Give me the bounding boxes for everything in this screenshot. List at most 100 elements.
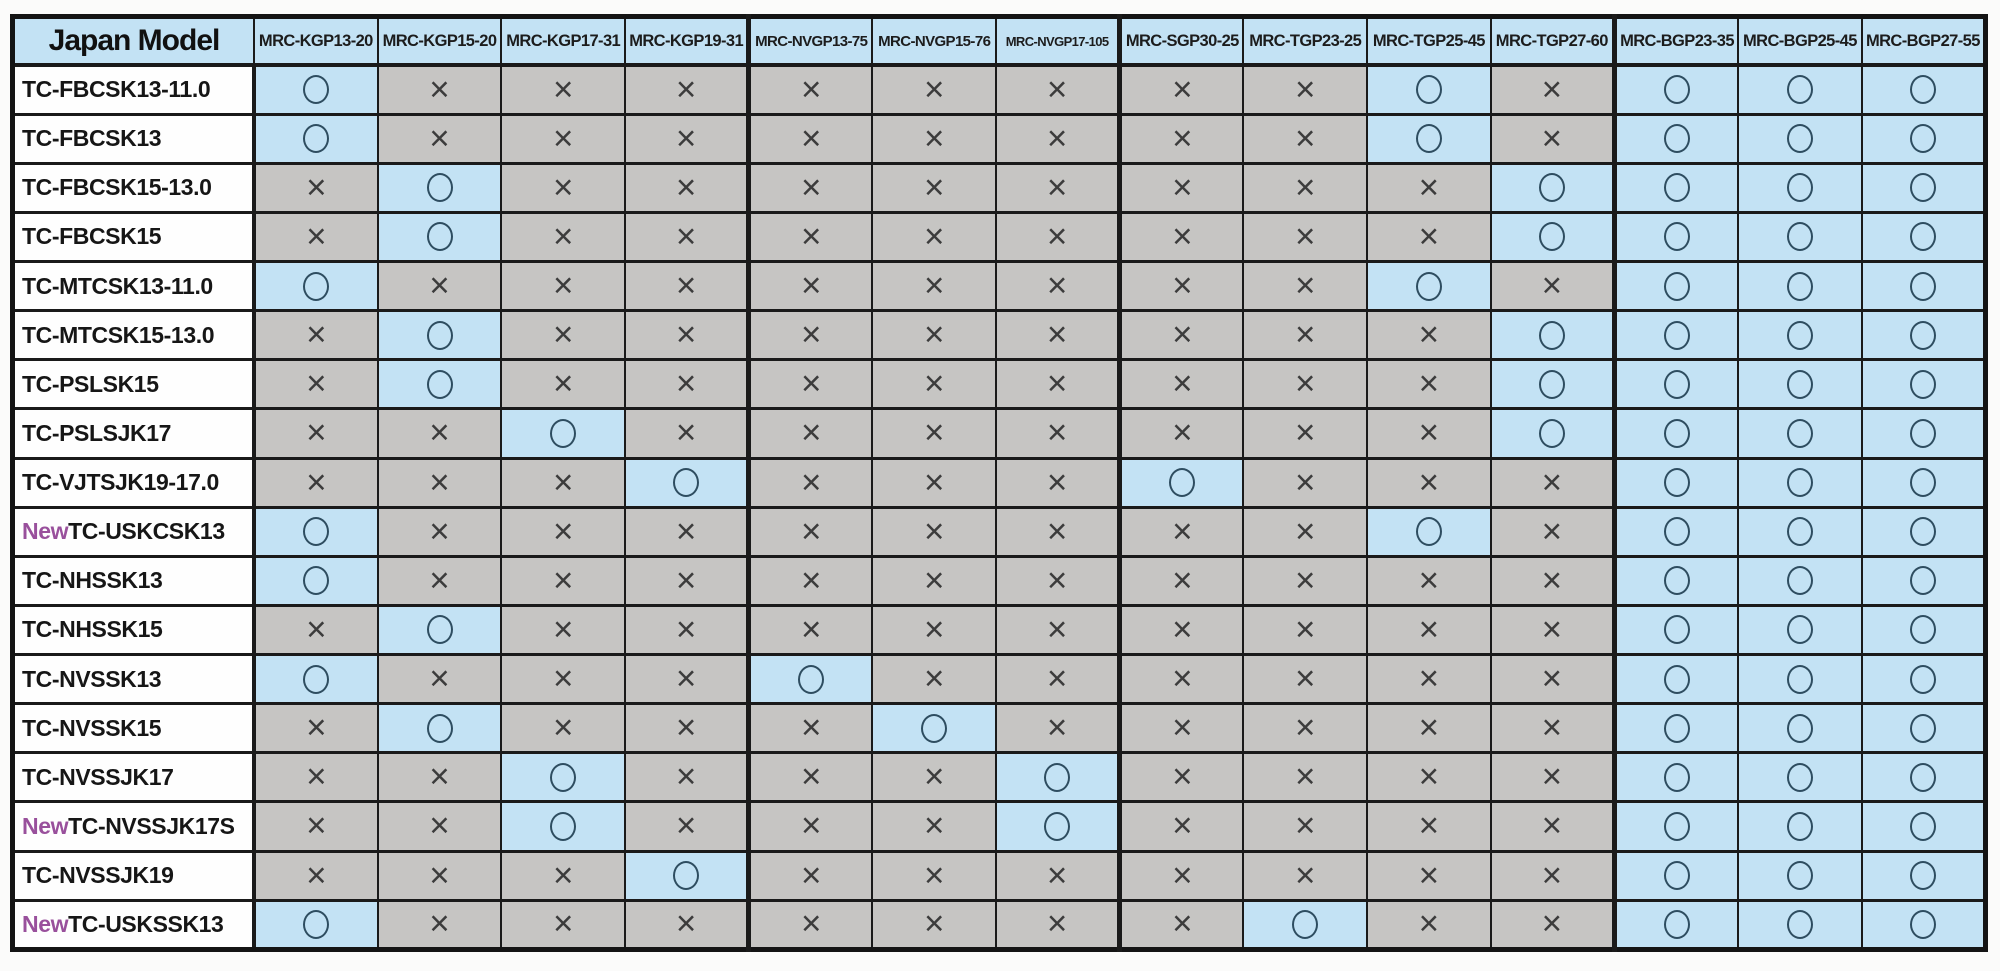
model-label-cell: NewTC-USKSSK13	[11, 898, 256, 952]
incompatible-cross-icon: ×	[1541, 462, 1563, 502]
incompatible-cell: ×	[1366, 800, 1492, 853]
incompatible-cell: ×	[500, 210, 627, 264]
incompatible-cross-icon: ×	[675, 69, 697, 109]
model-label-cell: TC-NVSSK15	[11, 702, 256, 755]
compatible-cell	[1860, 751, 1987, 804]
compatible-cell	[1860, 161, 1987, 214]
incompatible-cross-icon: ×	[1046, 69, 1068, 109]
incompatible-cell: ×	[500, 112, 627, 165]
incompatible-cell: ×	[1489, 63, 1616, 116]
compatibility-table: Japan Model MRC-KGP13-20 MRC-KGP15-20 MRC-…	[10, 14, 1988, 952]
compatible-cell	[253, 652, 379, 706]
incompatible-cell: ×	[995, 849, 1121, 902]
compatible-cell	[1737, 63, 1863, 116]
incompatible-cross-icon: ×	[923, 806, 945, 846]
compatible-circle-icon	[1786, 124, 1813, 154]
compatible-cell	[1611, 456, 1740, 509]
compatible-cell	[1737, 898, 1863, 952]
incompatible-cell: ×	[624, 161, 750, 214]
incompatible-cross-icon: ×	[552, 659, 574, 699]
compatible-cell	[253, 898, 379, 952]
compatible-circle-icon	[1415, 517, 1442, 547]
compatible-cell	[1737, 751, 1863, 804]
column-header-mrc-kgp17-31: MRC-KGP17-31	[500, 15, 627, 67]
compatible-circle-icon	[673, 468, 700, 498]
incompatible-cross-icon: ×	[801, 118, 822, 158]
incompatible-cross-icon: ×	[429, 757, 450, 797]
compatible-circle-icon	[1663, 124, 1690, 154]
table-row: TC-FBCSK13-11.0 × × × × × × × × ×	[11, 63, 1987, 116]
incompatible-cell: ×	[746, 112, 874, 165]
new-badge: New	[22, 812, 69, 839]
incompatible-cell: ×	[746, 702, 874, 755]
incompatible-cross-icon: ×	[675, 511, 697, 551]
incompatible-cell: ×	[1242, 63, 1369, 116]
incompatible-cell: ×	[871, 358, 998, 411]
incompatible-cell: ×	[1117, 505, 1245, 558]
incompatible-cross-icon: ×	[1172, 315, 1193, 355]
incompatible-cell: ×	[1242, 652, 1369, 706]
incompatible-cell: ×	[376, 505, 503, 558]
incompatible-cross-icon: ×	[801, 216, 822, 256]
incompatible-cell: ×	[1242, 358, 1369, 411]
compatible-circle-icon	[1909, 75, 1936, 105]
compatible-circle-icon	[550, 811, 577, 841]
compatible-circle-icon	[303, 271, 330, 301]
incompatible-cross-icon: ×	[1418, 904, 1440, 944]
incompatible-cell: ×	[624, 800, 750, 853]
incompatible-cross-icon: ×	[1541, 708, 1563, 748]
compatible-circle-icon	[1786, 271, 1813, 301]
incompatible-cross-icon: ×	[1046, 708, 1068, 748]
compatible-cell	[1611, 112, 1740, 165]
incompatible-cell: ×	[1242, 702, 1369, 755]
incompatible-cell: ×	[1366, 358, 1492, 411]
column-header-mrc-tgp27-60: MRC-TGP27-60	[1489, 15, 1616, 67]
incompatible-cell: ×	[500, 652, 627, 706]
compatible-cell	[1737, 603, 1863, 657]
incompatible-cell: ×	[995, 603, 1121, 657]
incompatible-cross-icon: ×	[801, 69, 822, 109]
compatible-circle-icon	[1909, 271, 1936, 301]
incompatible-cross-icon: ×	[1418, 560, 1440, 600]
incompatible-cross-icon: ×	[1046, 118, 1068, 158]
incompatible-cell: ×	[1242, 112, 1369, 165]
model-label-cell: TC-PSLSK15	[11, 358, 256, 411]
incompatible-cell: ×	[1117, 603, 1245, 657]
incompatible-cell: ×	[746, 161, 874, 214]
incompatible-cell: ×	[1366, 456, 1492, 509]
model-name: TC-NVSSJK19	[22, 862, 174, 889]
incompatible-cell: ×	[500, 702, 627, 755]
incompatible-cell: ×	[1117, 210, 1245, 264]
incompatible-cell: ×	[871, 456, 998, 509]
compatible-cell	[1860, 603, 1987, 657]
compatible-circle-icon	[1786, 713, 1813, 743]
compatible-circle-icon	[550, 418, 577, 448]
incompatible-cross-icon: ×	[675, 364, 697, 404]
compatible-circle-icon	[1786, 320, 1813, 350]
compatible-circle-icon	[303, 566, 330, 596]
incompatible-cross-icon: ×	[923, 757, 945, 797]
incompatible-cell: ×	[1242, 259, 1369, 313]
incompatible-cell: ×	[1366, 898, 1492, 952]
incompatible-cross-icon: ×	[1418, 413, 1440, 453]
incompatible-cross-icon: ×	[675, 167, 697, 207]
incompatible-cross-icon: ×	[1172, 855, 1193, 895]
model-label-cell: TC-MTCSK15-13.0	[11, 309, 256, 362]
incompatible-cross-icon: ×	[1294, 511, 1316, 551]
incompatible-cross-icon: ×	[306, 855, 327, 895]
incompatible-cross-icon: ×	[552, 315, 574, 355]
incompatible-cell: ×	[500, 505, 627, 558]
incompatible-cell: ×	[1366, 849, 1492, 902]
compatible-circle-icon	[1909, 811, 1936, 841]
column-header-mrc-bgp23-35: MRC-BGP23-35	[1611, 15, 1740, 67]
compatible-cell	[376, 309, 503, 362]
compatible-cell	[1737, 652, 1863, 706]
compatible-cell	[1860, 63, 1987, 116]
compatible-cell	[1737, 702, 1863, 755]
incompatible-cross-icon: ×	[1541, 806, 1563, 846]
incompatible-cross-icon: ×	[1172, 511, 1193, 551]
column-header-mrc-bgp25-45: MRC-BGP25-45	[1737, 15, 1863, 67]
incompatible-cell: ×	[500, 63, 627, 116]
incompatible-cell: ×	[995, 505, 1121, 558]
compatible-circle-icon	[1909, 369, 1936, 399]
